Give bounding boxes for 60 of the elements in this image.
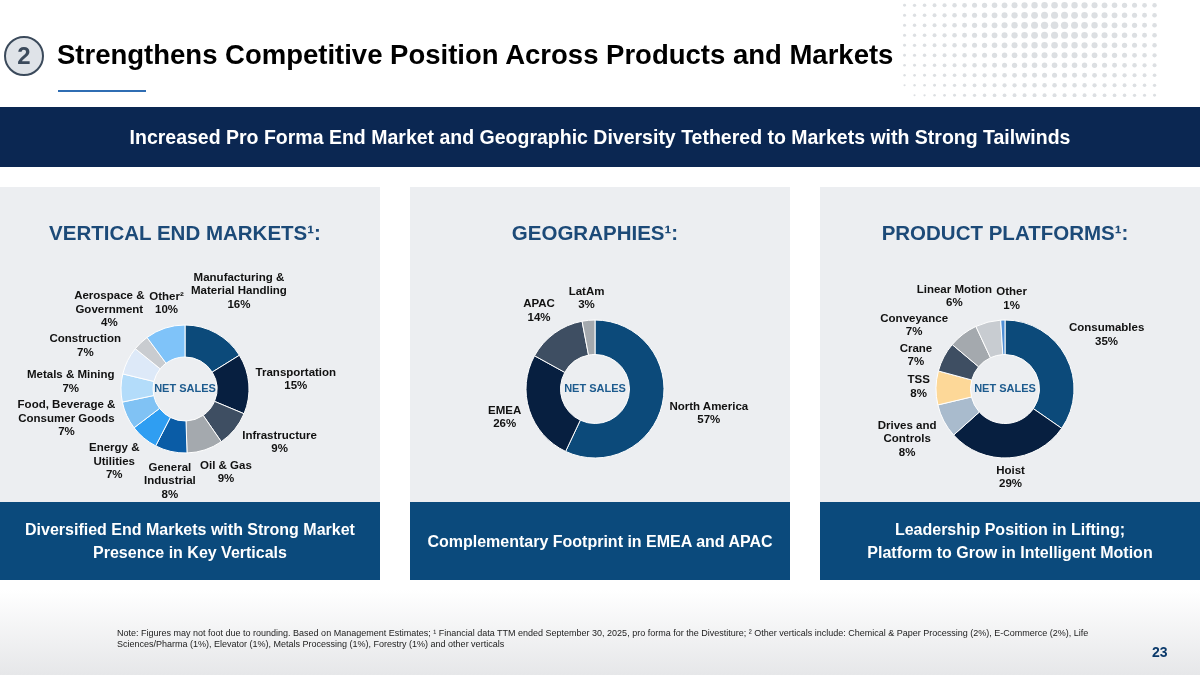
data-label: 9% (217, 472, 235, 485)
data-label: 15% (284, 379, 308, 392)
slice-label: Oil & Gas (200, 458, 252, 471)
data-label: 7% (907, 355, 925, 368)
data-label: 16% (227, 297, 251, 310)
slice-label: Consumables (1068, 321, 1145, 334)
data-label: 9% (271, 442, 288, 455)
text: NET SALES (564, 382, 626, 394)
slice-label: Other² (149, 289, 184, 302)
data-label: 3% (578, 298, 595, 311)
data-label: 35% (1095, 334, 1119, 347)
slice-label: Food, Beverage & Consumer Goods (17, 398, 116, 424)
slice-label: Crane (899, 341, 933, 354)
data-label: 7% (58, 425, 75, 438)
slice-label: Conveyance (880, 311, 949, 324)
slice-label: EMEA (488, 403, 522, 416)
data-label: 8% (910, 386, 927, 399)
data-label: 4% (100, 316, 118, 329)
data-label: 26% (493, 417, 517, 430)
data-label: 10% (155, 303, 179, 316)
data-label: 7% (105, 468, 123, 481)
text: Complementary Footprint in EMEA and APAC (427, 531, 773, 552)
slice-label: Construction (49, 332, 122, 345)
slice-label: TSS (907, 373, 931, 386)
text: 2 (17, 42, 31, 69)
data-label: 14% (527, 310, 551, 323)
slice-label: Transportation (255, 365, 337, 378)
slice-label: Infrastructure (242, 428, 317, 441)
slice-label: Metals & Mining (26, 368, 115, 381)
chart-title: GEOGRAPHIES¹: (511, 220, 679, 244)
slice-label: APAC (523, 297, 555, 310)
text: Leadership Position in Lifting; Platform to Grow in Intelligent Motion (867, 520, 1153, 563)
slice-label: Aerospace & Government (74, 289, 145, 315)
slice-label: Other (996, 285, 1028, 298)
data-label: 6% (946, 296, 963, 309)
text: Note: Figures may not foot due to rounding. Based on Management Estimates; ¹ Financial data TTM ended September 30, 2025, pro forma for the Divestiture; ² Other verticals include: Chemical & Paper Processing (2%), E-Commerce (2%), Life Sciences/Pharma (1%), Elevator (1%), Metals Processing (1%), Forestry (1%) and other verticals (117, 628, 1089, 649)
text: Increased Pro Forma End Market and Geographic Diversity Tethered to Markets with Strong Tailwinds (129, 125, 1071, 149)
data-label: 7% (905, 325, 923, 338)
chart-title: VERTICAL END MARKETS¹: (49, 220, 321, 244)
data-label: 8% (898, 445, 916, 458)
slice-label: Hoist (996, 463, 1026, 476)
text: 23 (1152, 644, 1168, 660)
slice-label: LatAm (568, 284, 605, 297)
text: NET SALES (154, 382, 216, 394)
text: Diversified End Markets with Strong Market Presence in Key Verticals (24, 520, 356, 563)
slice-label: North America (669, 399, 749, 412)
data-label: 8% (161, 487, 179, 500)
data-label: 1% (1003, 298, 1020, 311)
data-label: 7% (76, 345, 94, 358)
slice-label: Manufacturing & Material Handling (191, 270, 287, 297)
chart-title: PRODUCT PLATFORMS¹: (881, 220, 1129, 244)
data-label: 57% (697, 413, 721, 426)
text: NET SALES (974, 382, 1036, 394)
data-label: 29% (999, 477, 1023, 490)
slice-label: General Industrial (143, 460, 196, 487)
text: Strengthens Competitive Position Across Products and Markets (57, 39, 894, 71)
slice-label: Energy & Utilities (88, 441, 140, 467)
slice-label: Linear Motion (916, 282, 993, 295)
data-label: 7% (62, 381, 80, 394)
slice-label: Drives and Controls (877, 418, 937, 445)
